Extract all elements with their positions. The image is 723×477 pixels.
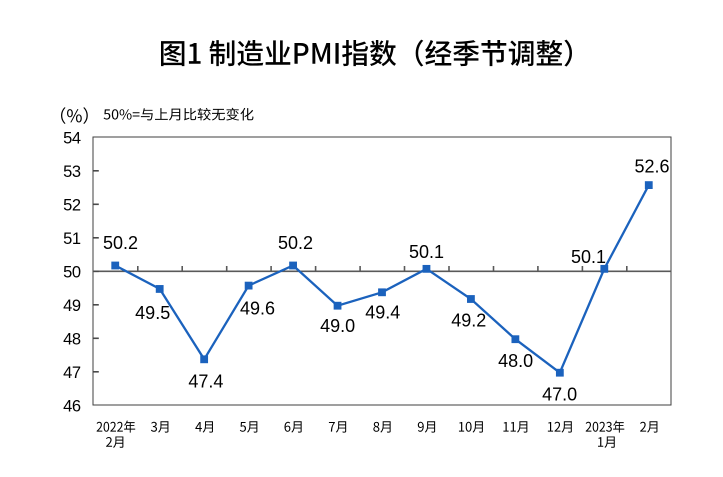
svg-text:46: 46 — [63, 398, 81, 416]
svg-text:50: 50 — [63, 264, 81, 282]
svg-text:49.2: 49.2 — [451, 311, 486, 331]
svg-text:53: 53 — [63, 163, 81, 181]
svg-text:52: 52 — [63, 197, 81, 215]
svg-text:49.6: 49.6 — [240, 299, 275, 319]
svg-text:50.1: 50.1 — [409, 242, 444, 262]
svg-text:51: 51 — [63, 230, 81, 248]
svg-text:54: 54 — [63, 130, 81, 148]
svg-text:49: 49 — [63, 297, 81, 315]
svg-text:48.0: 48.0 — [498, 351, 533, 371]
svg-text:50.1: 50.1 — [571, 247, 606, 267]
svg-text:49.5: 49.5 — [135, 303, 170, 323]
svg-text:48: 48 — [63, 331, 81, 349]
svg-text:47.4: 47.4 — [188, 372, 223, 392]
svg-text:49.0: 49.0 — [320, 316, 355, 336]
svg-text:52.6: 52.6 — [634, 157, 669, 177]
svg-text:49.4: 49.4 — [365, 303, 400, 323]
svg-text:47.0: 47.0 — [542, 385, 577, 405]
svg-text:50.2: 50.2 — [278, 233, 313, 253]
svg-text:50.2: 50.2 — [103, 233, 138, 253]
svg-text:47: 47 — [63, 364, 81, 382]
